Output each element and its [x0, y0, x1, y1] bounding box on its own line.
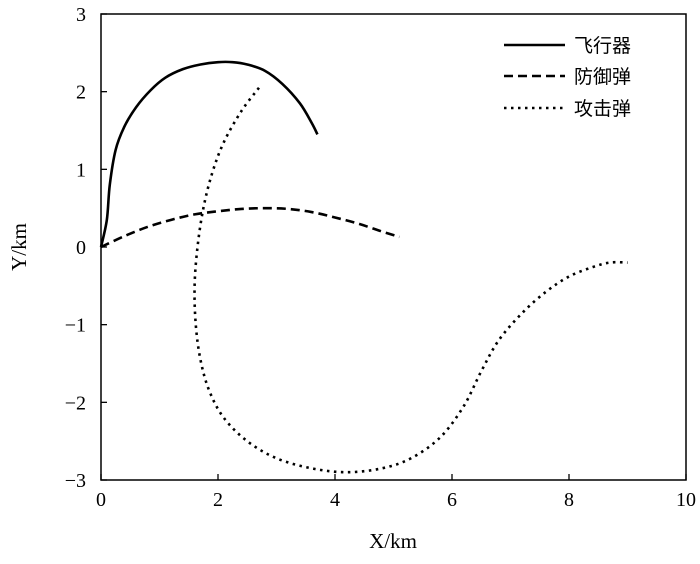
- y-tick-label: −1: [65, 315, 86, 337]
- axis-tick-labels: 0 2 4 6 8 10 −3 −2 −1 0 1 2 3: [65, 4, 696, 511]
- y-tick-label: 2: [76, 82, 86, 104]
- y-tick-label: −3: [65, 470, 86, 492]
- y-tick-label: 3: [76, 4, 86, 26]
- series-line-0: [99, 60, 319, 248]
- y-tick-label: 0: [76, 237, 86, 259]
- series-line-2: [193, 86, 628, 474]
- y-tick-label: 1: [76, 159, 86, 181]
- legend-label-aircraft: 飞行器: [574, 35, 631, 57]
- x-tick-label: 0: [96, 489, 106, 511]
- legend-label-attack-missile: 攻击弹: [574, 98, 631, 120]
- x-tick-label: 10: [676, 489, 696, 511]
- axis-ticks: [100, 13, 687, 481]
- x-tick-label: 6: [447, 489, 457, 511]
- series-layer: [99, 60, 628, 474]
- series-line-1: [100, 206, 400, 249]
- legend-label-defense-missile: 防御弹: [574, 66, 631, 88]
- x-tick-label: 8: [564, 489, 574, 511]
- y-tick-label: −2: [65, 392, 86, 414]
- y-axis-title: Y/km: [7, 223, 31, 271]
- x-tick-label: 2: [213, 489, 223, 511]
- x-tick-label: 4: [330, 489, 340, 511]
- legend: 飞行器 防御弹 攻击弹: [504, 35, 631, 120]
- x-axis-title: X/km: [369, 529, 417, 553]
